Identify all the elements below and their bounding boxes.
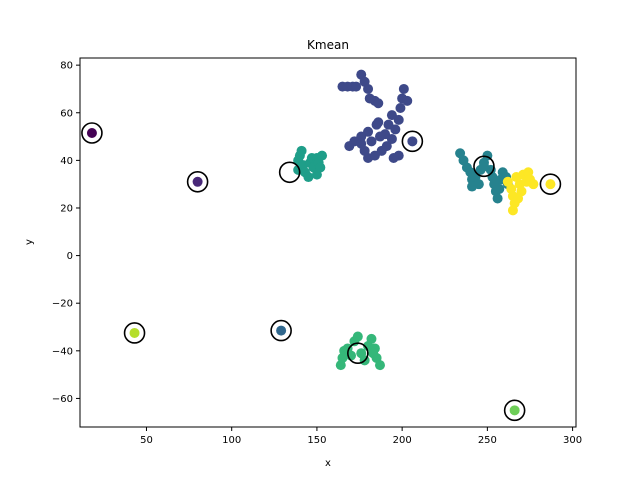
centroid-marker bbox=[123, 322, 146, 344]
x-tick-label: 50 bbox=[140, 435, 153, 446]
centroids-layer bbox=[81, 122, 562, 422]
data-point bbox=[545, 179, 556, 190]
data-point bbox=[398, 83, 409, 94]
y-axis-label: y bbox=[24, 239, 35, 245]
centroid-marker bbox=[401, 130, 424, 153]
clusters-layer bbox=[86, 69, 556, 416]
data-point bbox=[395, 102, 406, 113]
x-axis: 50 100 150 200 250 300 bbox=[140, 427, 582, 446]
data-point bbox=[352, 331, 363, 342]
data-point bbox=[381, 141, 392, 152]
y-tick-label: −60 bbox=[52, 394, 73, 405]
data-point bbox=[407, 136, 418, 147]
data-point bbox=[528, 179, 539, 190]
data-point bbox=[509, 405, 520, 416]
centroid-marker bbox=[81, 122, 103, 144]
centroid-marker bbox=[503, 399, 526, 422]
data-point bbox=[276, 325, 287, 336]
centroid-marker bbox=[347, 342, 369, 365]
centroid-marker bbox=[473, 155, 495, 178]
y-tick-label: −40 bbox=[52, 346, 73, 357]
data-point bbox=[303, 172, 314, 183]
data-point bbox=[344, 141, 355, 152]
data-point bbox=[315, 162, 326, 173]
chart-title: Kmean bbox=[307, 38, 349, 52]
x-tick-label: 300 bbox=[563, 435, 582, 446]
x-tick-label: 250 bbox=[478, 435, 497, 446]
data-point bbox=[513, 193, 524, 204]
centroid-marker bbox=[539, 173, 562, 195]
data-point bbox=[507, 205, 518, 216]
centroid-marker bbox=[186, 170, 209, 193]
y-tick-label: 0 bbox=[67, 251, 73, 262]
data-point bbox=[192, 176, 203, 187]
data-point bbox=[402, 95, 413, 106]
data-point bbox=[383, 119, 394, 130]
data-point bbox=[296, 145, 307, 156]
data-point bbox=[373, 98, 384, 109]
x-tick-label: 200 bbox=[393, 435, 412, 446]
centroid-marker bbox=[278, 161, 301, 184]
data-point bbox=[317, 150, 328, 161]
y-tick-label: −20 bbox=[52, 299, 73, 310]
data-point bbox=[473, 179, 484, 190]
data-point bbox=[478, 161, 489, 172]
y-tick-label: 20 bbox=[60, 203, 73, 214]
data-point bbox=[386, 110, 397, 121]
data-point bbox=[374, 131, 385, 142]
plot-frame bbox=[79, 57, 577, 428]
y-tick-label: 60 bbox=[60, 108, 73, 119]
data-point bbox=[374, 360, 385, 371]
data-point bbox=[366, 333, 377, 344]
x-axis-label: x bbox=[325, 458, 331, 469]
data-point bbox=[388, 152, 399, 163]
data-point bbox=[494, 183, 505, 194]
data-point bbox=[356, 138, 367, 149]
x-tick-label: 100 bbox=[222, 435, 241, 446]
data-point bbox=[129, 327, 140, 338]
y-tick-label: 80 bbox=[60, 61, 73, 72]
x-tick-label: 150 bbox=[307, 435, 326, 446]
data-point bbox=[363, 83, 374, 94]
data-point bbox=[373, 117, 384, 128]
centroid-marker bbox=[270, 319, 292, 342]
y-tick-label: 40 bbox=[60, 156, 73, 167]
y-axis: −60 −40 −20 0 20 40 60 80 bbox=[52, 61, 80, 405]
data-point bbox=[368, 348, 379, 359]
data-point bbox=[86, 127, 97, 138]
data-point bbox=[492, 193, 503, 204]
data-point bbox=[351, 81, 362, 92]
data-point bbox=[366, 136, 377, 147]
